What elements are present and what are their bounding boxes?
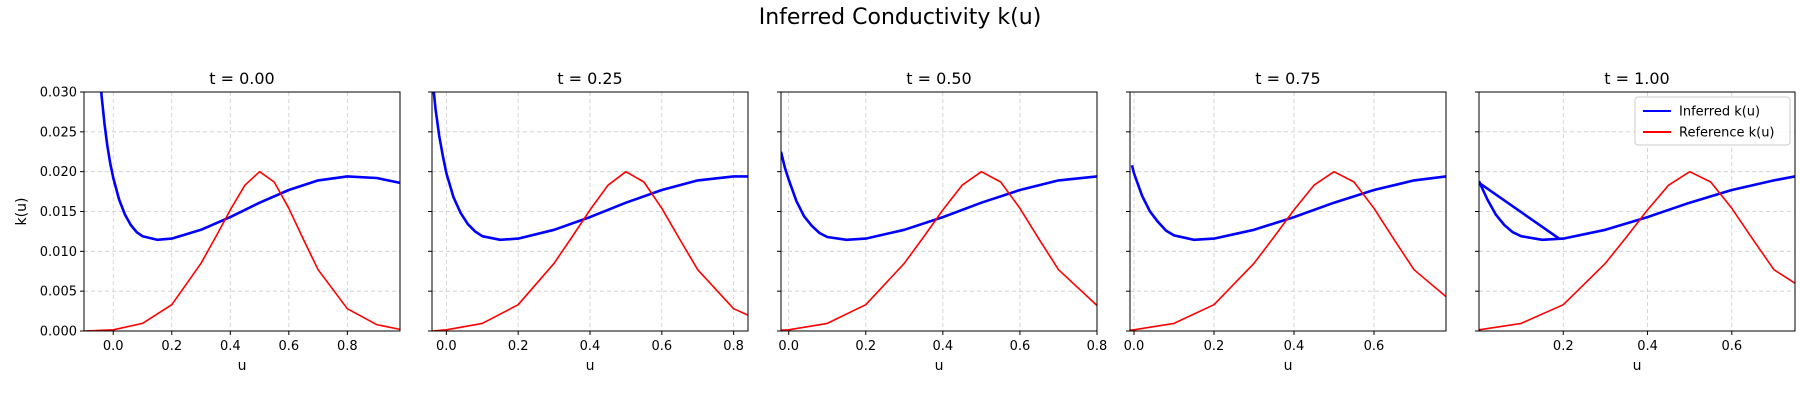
x-tick-label: 0.0	[778, 339, 799, 354]
subplot-title: t = 1.00	[1604, 69, 1669, 88]
series-group	[1130, 164, 1446, 331]
legend-reference-label: Reference k(u)	[1679, 126, 1775, 141]
figure-title: Inferred Conductivity k(u)	[759, 5, 1042, 30]
inferred-k-line	[99, 92, 400, 242]
subplots: 0.0 0.2 0.4 0.6 0.8 0.000 0.005 0.010 0.015 0.020…	[14, 69, 1796, 374]
x-tick-label: 0.6	[278, 339, 299, 354]
x-tick-label: 0.4	[220, 339, 241, 354]
subplot-3: 0.0 0.2 0.4 0.6 0.8 t = 0.50 u	[777, 69, 1107, 374]
x-axis-label: u	[1284, 358, 1293, 374]
x-tick-label: 0.4	[1637, 339, 1658, 354]
legend-box	[1634, 96, 1791, 146]
y-tick-label: 0.020	[40, 165, 77, 180]
reference-k-line	[1130, 170, 1446, 331]
legend-inferred-label: Inferred k(u)	[1679, 105, 1760, 120]
x-tick-label: 0.8	[337, 339, 358, 354]
x-tick-label: 0.6	[1364, 339, 1385, 354]
y-tick-label: 0.000	[40, 325, 77, 340]
x-tick-label: 0.2	[1553, 339, 1574, 354]
x-axis-label: u	[935, 358, 944, 374]
x-tick-label: 0.4	[933, 339, 954, 354]
subplot-title: t = 0.25	[557, 69, 622, 88]
x-tick-label: 0.0	[103, 339, 124, 354]
x-tick-label: 0.0	[1124, 339, 1145, 354]
y-tick-label: 0.030	[40, 86, 77, 101]
x-tick-label: 0.6	[1721, 339, 1742, 354]
y-axis-label: k(u)	[14, 198, 30, 226]
series-group	[781, 151, 1097, 331]
x-tick-label: 0.8	[723, 339, 744, 354]
reference-k-line	[84, 170, 400, 331]
x-tick-label: 0.6	[1010, 339, 1031, 354]
subplot-5: 0.2 0.4 0.6 t = 1.00 u Inferred k(u) Reference…	[1475, 69, 1796, 374]
series-group	[432, 92, 748, 331]
subplot-2: 0.0 0.2 0.4 0.6 0.8 t = 0.25 u	[428, 69, 749, 374]
x-tick-label: 0.6	[651, 339, 672, 354]
inferred-k-line	[1479, 181, 1560, 240]
x-axis-label: u	[238, 358, 247, 374]
subplot-1: 0.0 0.2 0.4 0.6 0.8 0.000 0.005 0.010 0.015 0.020…	[14, 69, 401, 374]
x-tick-label: 0.8	[1087, 339, 1108, 354]
subplot-title: t = 0.00	[209, 69, 274, 88]
x-tick-label: 0.4	[1284, 339, 1305, 354]
reference-k-line	[432, 170, 748, 331]
series-group	[84, 92, 400, 331]
inferred-k-line	[432, 92, 748, 242]
x-tick-label: 0.4	[580, 339, 601, 354]
inferred-k-line	[1130, 164, 1446, 242]
y-tick-label: 0.010	[40, 245, 77, 260]
subplot-title: t = 0.50	[906, 69, 971, 88]
y-tick-label: 0.005	[40, 285, 77, 300]
x-axis-label: u	[586, 358, 595, 374]
reference-k-line	[1479, 170, 1795, 331]
subplot-title: t = 0.75	[1255, 69, 1320, 88]
x-tick-label: 0.0	[436, 339, 457, 354]
series-group	[1479, 170, 1795, 331]
subplot-4: 0.0 0.2 0.4 0.6 t = 0.75 u	[1124, 69, 1447, 374]
y-tick-label: 0.015	[40, 205, 77, 220]
inferred-k-line	[781, 151, 1097, 242]
inferred-k-line	[1479, 175, 1795, 242]
x-tick-label: 0.2	[1204, 339, 1225, 354]
y-tick-label: 0.025	[40, 125, 77, 140]
x-tick-label: 0.2	[161, 339, 182, 354]
x-axis-label: u	[1633, 358, 1642, 374]
x-tick-label: 0.2	[508, 339, 529, 354]
x-tick-label: 0.2	[855, 339, 876, 354]
reference-k-line	[781, 170, 1097, 331]
legend: Inferred k(u) Reference k(u)	[1634, 96, 1791, 146]
